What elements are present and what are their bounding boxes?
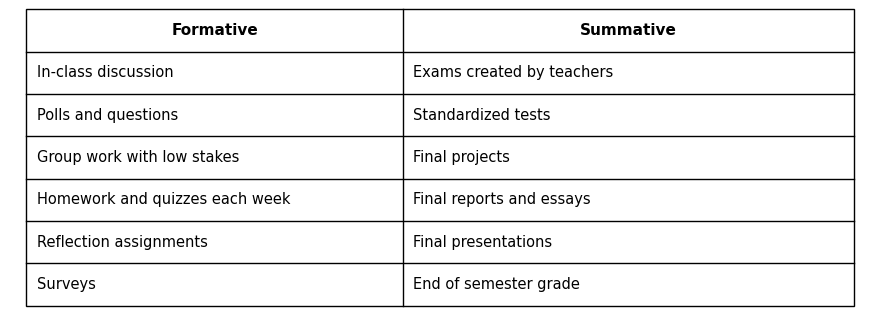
Text: Summative: Summative: [580, 23, 677, 38]
Text: Exams created by teachers: Exams created by teachers: [414, 66, 613, 80]
Text: Group work with low stakes: Group work with low stakes: [37, 150, 239, 165]
Text: Final presentations: Final presentations: [414, 235, 553, 249]
Text: Reflection assignments: Reflection assignments: [37, 235, 208, 249]
Text: Polls and questions: Polls and questions: [37, 108, 179, 123]
Text: End of semester grade: End of semester grade: [414, 277, 580, 292]
Text: Formative: Formative: [172, 23, 258, 38]
Text: Final projects: Final projects: [414, 150, 510, 165]
Text: In-class discussion: In-class discussion: [37, 66, 173, 80]
Text: Standardized tests: Standardized tests: [414, 108, 551, 123]
Text: Homework and quizzes each week: Homework and quizzes each week: [37, 192, 290, 207]
Text: Final reports and essays: Final reports and essays: [414, 192, 591, 207]
Text: Surveys: Surveys: [37, 277, 96, 292]
